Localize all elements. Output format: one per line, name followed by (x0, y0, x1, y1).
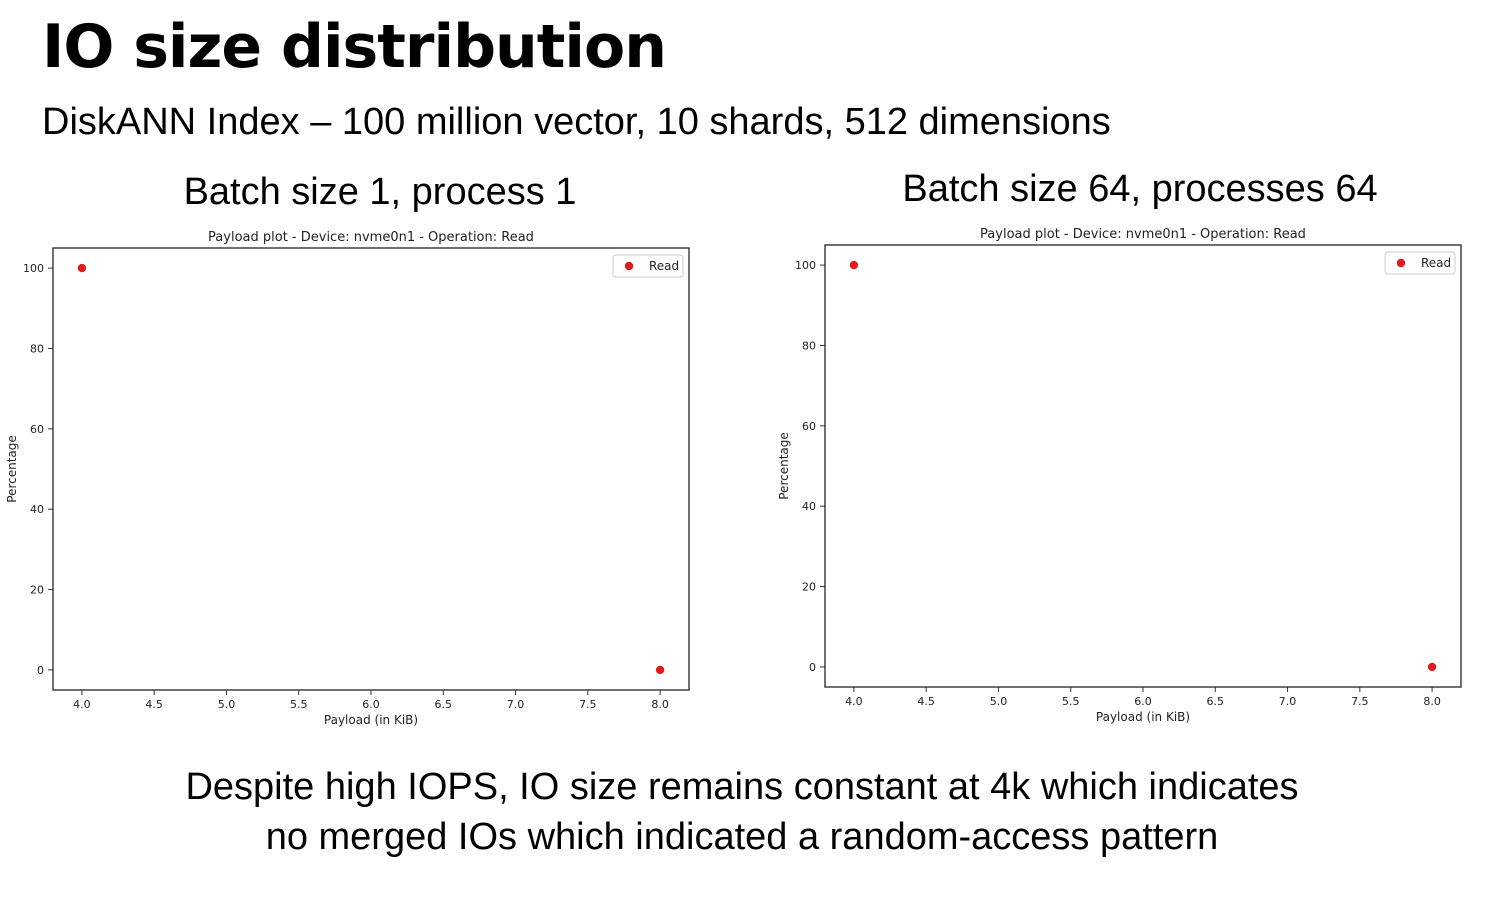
data-point-read (77, 263, 87, 273)
x-tick-label: 4.0 (845, 695, 863, 708)
legend-box (1384, 251, 1456, 275)
chart-title: Payload plot - Device: nvme0n1 - Operati… (980, 227, 1306, 242)
legend-box (612, 254, 684, 278)
y-tick-label: 20 (30, 584, 44, 597)
legend-label: Read (649, 259, 679, 273)
x-tick-label: 6.5 (435, 698, 453, 711)
payload-chart-right: Payload plot - Device: nvme0n1 - Operati… (777, 227, 1462, 724)
y-tick-label: 40 (30, 503, 44, 516)
data-point-read (849, 260, 859, 270)
x-tick-label: 6.0 (362, 698, 380, 711)
x-tick-label: 4.5 (917, 695, 935, 708)
x-tick-label: 7.5 (1351, 695, 1369, 708)
y-tick-label: 60 (802, 420, 816, 433)
legend-marker (624, 261, 634, 271)
data-point-read (1427, 662, 1437, 672)
slide-title: IO size distribution (42, 12, 667, 82)
x-tick-label: 7.0 (507, 698, 525, 711)
x-tick-label: 5.0 (218, 698, 236, 711)
x-tick-label: 6.0 (1134, 695, 1152, 708)
y-tick-label: 0 (809, 661, 816, 674)
y-tick-label: 100 (795, 259, 816, 272)
y-tick-label: 20 (802, 581, 816, 594)
x-tick-label: 7.0 (1279, 695, 1297, 708)
conclusion-line-2: no merged IOs which indicated a random-a… (265, 816, 1219, 858)
chart-title: Payload plot - Device: nvme0n1 - Operati… (208, 230, 534, 245)
plot-area (52, 247, 690, 691)
conclusion-line-1: Despite high IOPS, IO size remains const… (185, 766, 1299, 808)
legend-label: Read (1421, 256, 1451, 270)
x-tick-label: 8.0 (1423, 695, 1441, 708)
x-axis-label: Payload (in KiB) (324, 713, 418, 727)
panel-heading-right: Batch size 64, processes 64 (902, 168, 1378, 210)
y-tick-label: 100 (23, 262, 44, 275)
x-tick-label: 4.0 (73, 698, 91, 711)
data-point-read (655, 665, 665, 675)
x-tick-label: 7.5 (579, 698, 597, 711)
slide-subtitle: DiskANN Index – 100 million vector, 10 s… (42, 101, 1111, 143)
legend-marker (1396, 258, 1406, 268)
y-tick-label: 0 (37, 664, 44, 677)
x-tick-label: 8.0 (651, 698, 669, 711)
x-tick-label: 4.5 (145, 698, 163, 711)
y-tick-label: 80 (802, 339, 816, 352)
x-axis-label: Payload (in KiB) (1096, 710, 1190, 724)
y-tick-label: 40 (802, 500, 816, 513)
y-axis-label: Percentage (777, 432, 791, 500)
payload-chart-left: Payload plot - Device: nvme0n1 - Operati… (5, 230, 690, 727)
y-tick-label: 80 (30, 342, 44, 355)
conclusion-text: Despite high IOPS, IO size remains const… (0, 762, 1484, 862)
y-axis-label: Percentage (5, 435, 19, 503)
panel-heading-left: Batch size 1, process 1 (183, 171, 577, 213)
plot-area (824, 244, 1462, 688)
x-tick-label: 5.5 (1062, 695, 1080, 708)
x-tick-label: 6.5 (1207, 695, 1225, 708)
x-tick-label: 5.5 (290, 698, 308, 711)
x-tick-label: 5.0 (990, 695, 1008, 708)
y-tick-label: 60 (30, 423, 44, 436)
